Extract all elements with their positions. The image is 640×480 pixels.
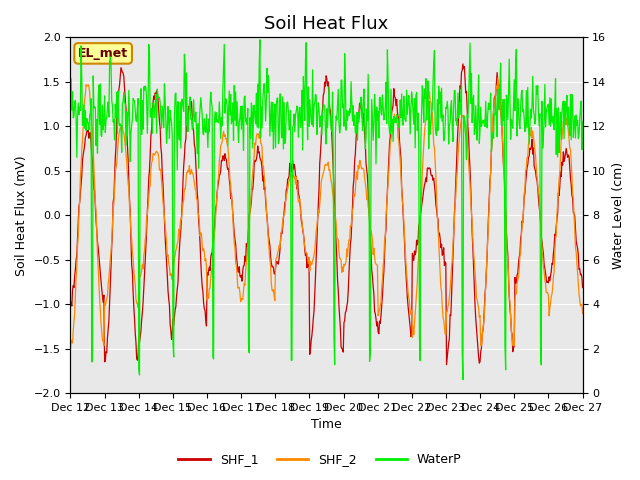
SHF_1	[67, 299, 74, 305]
SHF_1	[207, 251, 215, 256]
SHF_2	[129, 249, 136, 254]
Text: EL_met: EL_met	[78, 47, 128, 60]
SHF_1	[403, 295, 411, 300]
WaterP	[67, 115, 74, 120]
SHF_2	[180, 186, 188, 192]
X-axis label: Time: Time	[311, 419, 342, 432]
Title: Soil Heat Flux: Soil Heat Flux	[264, 15, 388, 33]
WaterP	[389, 139, 397, 144]
SHF_2	[579, 311, 586, 316]
WaterP	[129, 116, 136, 122]
SHF_2	[388, 125, 396, 131]
Line: SHF_2: SHF_2	[70, 78, 582, 349]
Y-axis label: Water Level (cm): Water Level (cm)	[612, 162, 625, 269]
WaterP	[404, 101, 412, 107]
SHF_1	[579, 285, 586, 290]
SHF_1	[76, 200, 83, 205]
Line: SHF_1: SHF_1	[70, 64, 582, 365]
Y-axis label: Soil Heat Flux (mV): Soil Heat Flux (mV)	[15, 155, 28, 276]
SHF_2	[494, 75, 502, 81]
WaterP	[459, 377, 467, 383]
SHF_2	[403, 280, 411, 286]
WaterP	[180, 51, 188, 57]
SHF_1	[180, 154, 188, 160]
Line: WaterP: WaterP	[70, 40, 582, 380]
SHF_2	[76, 198, 83, 204]
SHF_1	[443, 362, 451, 368]
SHF_1	[129, 269, 136, 275]
SHF_1	[388, 106, 396, 111]
WaterP	[579, 119, 586, 124]
SHF_2	[207, 268, 215, 274]
WaterP	[207, 99, 215, 105]
SHF_2	[67, 347, 74, 352]
Legend: SHF_1, SHF_2, WaterP: SHF_1, SHF_2, WaterP	[173, 448, 467, 471]
WaterP	[256, 37, 264, 43]
WaterP	[76, 104, 83, 110]
SHF_1	[459, 61, 467, 67]
